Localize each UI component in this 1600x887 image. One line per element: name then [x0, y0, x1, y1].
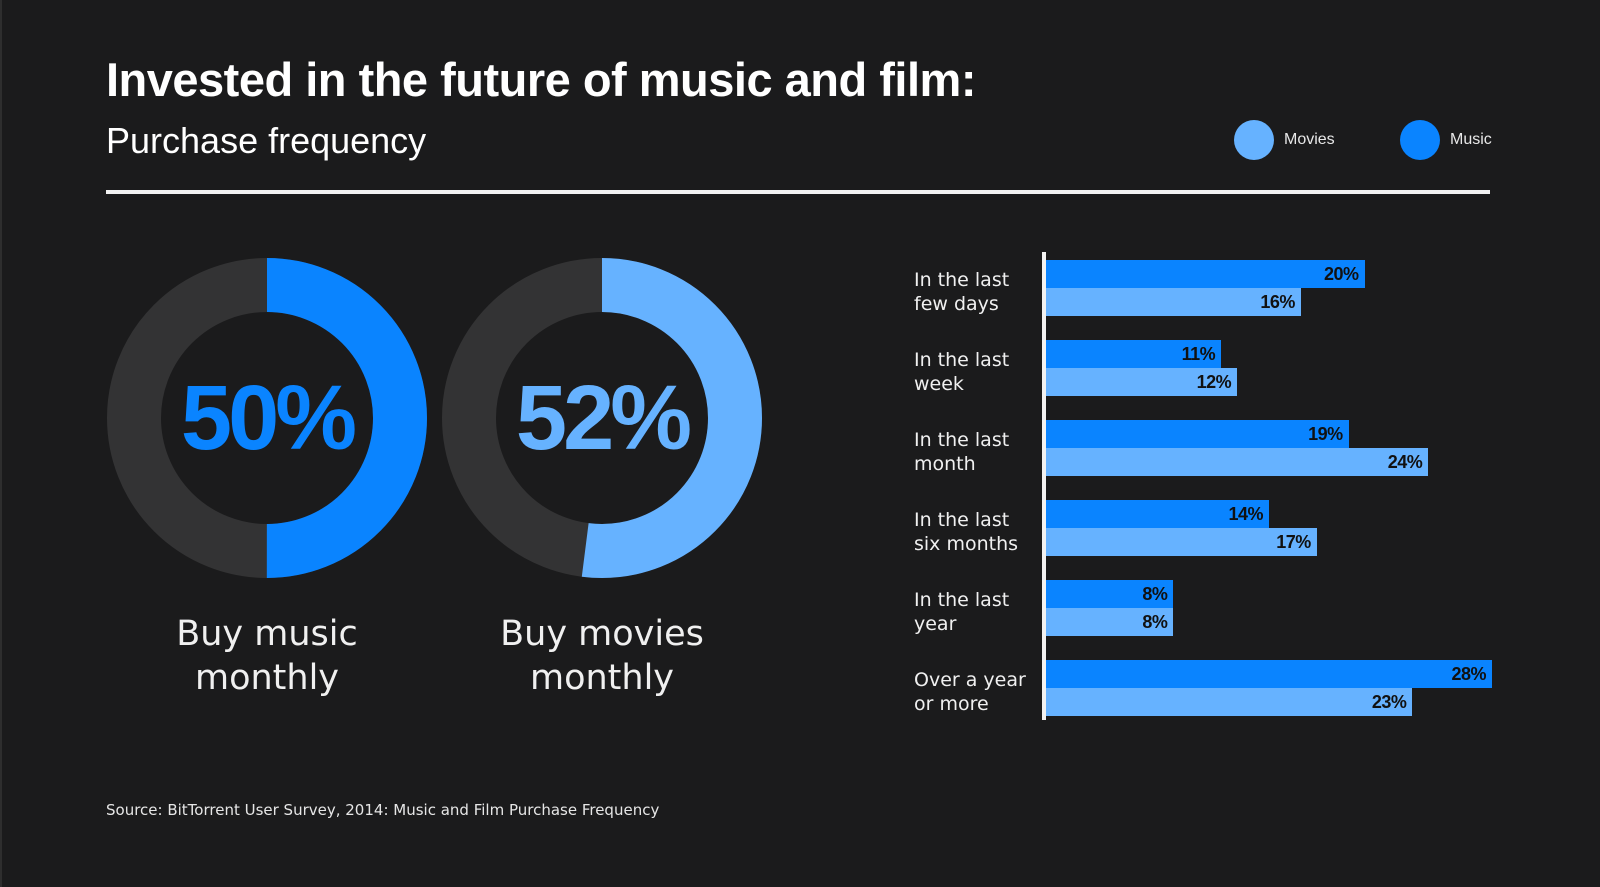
bar-music: 28%: [1046, 660, 1492, 688]
bar-value-label: 14%: [1228, 503, 1263, 524]
donut-movies-graphic: [442, 258, 762, 578]
source-note: Source: BitTorrent User Survey, 2014: Mu…: [106, 801, 660, 819]
bar-movies: 24%: [1046, 448, 1429, 476]
page-title: Invested in the future of music and film…: [106, 53, 976, 106]
category-label-line: In the last: [914, 509, 1010, 531]
category-label-line: or more: [914, 693, 989, 715]
bar-value-label: 24%: [1387, 451, 1423, 472]
donut-movies-value: 52%: [515, 366, 692, 469]
bar-value-label: 17%: [1276, 531, 1311, 552]
legend-movies-swatch: [1234, 120, 1274, 160]
category-label-line: In the last: [914, 269, 1010, 291]
bar-music: 20%: [1046, 260, 1365, 288]
category-label-line: few days: [914, 293, 999, 315]
bar-movies: 23%: [1046, 688, 1413, 716]
legend-item-movies: Movies: [1234, 120, 1335, 160]
bar-value-label: 11%: [1181, 343, 1216, 364]
category-label: In the last year: [914, 588, 1044, 636]
bar-music: 14%: [1046, 500, 1269, 528]
bar-movies: 8%: [1046, 608, 1174, 636]
bar-movies: 17%: [1046, 528, 1317, 556]
left-edge-line: [0, 0, 2, 887]
category-label-line: month: [914, 453, 976, 475]
donut-movies-caption-line-1: Buy movies: [500, 614, 704, 654]
donut-movies-caption: Buy movies monthly: [442, 612, 762, 700]
category-label-line: In the last: [914, 589, 1010, 611]
bar-value-label: 28%: [1451, 663, 1486, 684]
category-label: In the last few days: [914, 268, 1044, 316]
bar-value-label: 8%: [1142, 583, 1168, 604]
page-subtitle: Purchase frequency: [106, 120, 427, 161]
donut-music-graphic: [107, 258, 427, 578]
donut-movies: 52%: [442, 258, 762, 578]
bar-value-label: 20%: [1324, 263, 1359, 284]
category-label-line: In the last: [914, 429, 1010, 451]
legend-music-label: Music: [1450, 131, 1492, 148]
bar-movies: 12%: [1046, 368, 1238, 396]
bar-value-label: 19%: [1308, 423, 1343, 444]
category-label-line: six months: [914, 533, 1019, 555]
bar-value-label: 23%: [1371, 691, 1407, 712]
donut-movies-caption-line-2: monthly: [529, 658, 675, 698]
donut-music-caption: Buy music monthly: [107, 612, 427, 700]
category-label: In the last week: [914, 348, 1044, 396]
bar-music: 11%: [1046, 340, 1222, 368]
donut-music-arc: [107, 258, 427, 578]
legend-music-swatch: [1400, 120, 1440, 160]
category-label-line: In the last: [914, 349, 1010, 371]
category-label-line: year: [914, 613, 957, 635]
category-label: In the last six months: [914, 508, 1044, 556]
bar-music: 19%: [1046, 420, 1349, 448]
category-label-line: Over a year: [914, 669, 1026, 691]
legend-item-music: Music: [1400, 120, 1492, 160]
bar-value-label: 8%: [1142, 611, 1168, 632]
bar-chart-axis: [1042, 252, 1046, 720]
legend-movies-label: Movies: [1284, 131, 1335, 148]
donut-music: 50%: [107, 258, 427, 578]
category-label: Over a year or more: [914, 668, 1044, 716]
category-label: In the last month: [914, 428, 1044, 476]
bar-music: 8%: [1046, 580, 1174, 608]
bar-movies: 16%: [1046, 288, 1301, 316]
bar-value-label: 12%: [1196, 371, 1232, 392]
category-label-line: week: [914, 373, 964, 395]
bar-value-label: 16%: [1260, 291, 1295, 312]
donut-music-caption-line-2: monthly: [194, 658, 340, 698]
header-divider: [106, 190, 1490, 194]
donut-music-value: 50%: [180, 366, 357, 469]
donut-music-caption-line-1: Buy music: [176, 614, 358, 654]
donut-movies-arc: [442, 258, 762, 578]
